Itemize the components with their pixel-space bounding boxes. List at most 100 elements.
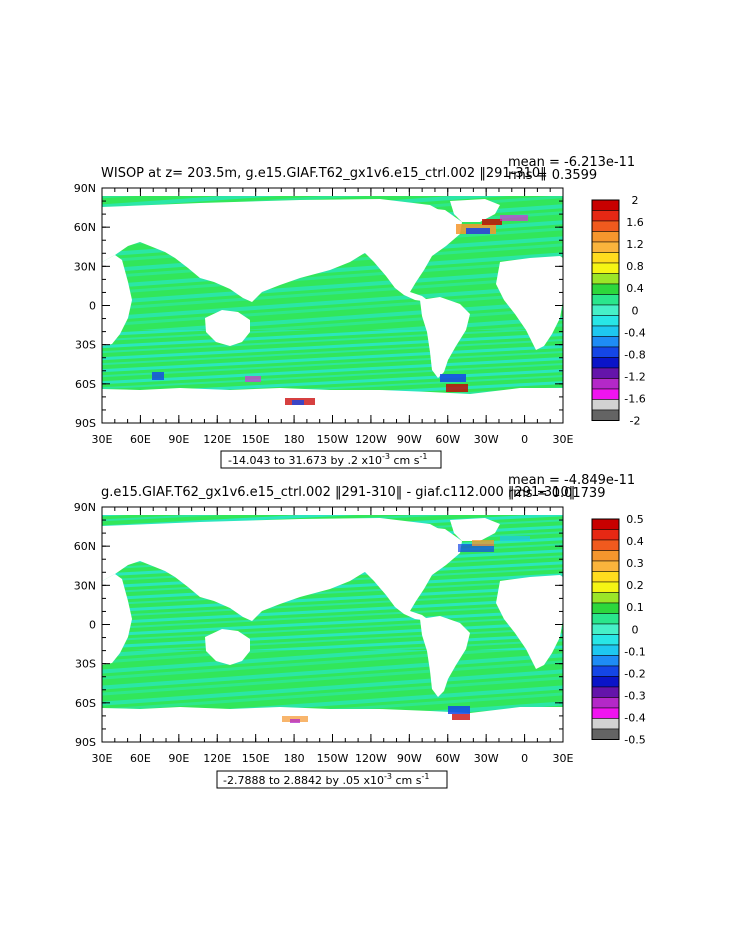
land-antarctica bbox=[102, 388, 563, 396]
lat-tick-label: 60N bbox=[74, 540, 96, 553]
land-australia bbox=[205, 310, 250, 346]
lon-tick-label: 60W bbox=[435, 433, 460, 446]
land-africa bbox=[102, 574, 132, 665]
lon-tick-label: 60E bbox=[130, 433, 151, 446]
axis-ticks bbox=[101, 506, 564, 743]
lon-tick-label: 150W bbox=[317, 433, 349, 446]
lon-tick-label: 150E bbox=[242, 752, 270, 765]
ocean-field-south bbox=[102, 330, 563, 396]
lon-tick-label: 30W bbox=[474, 752, 499, 765]
colorbar-swatch bbox=[591, 623, 620, 635]
lat-axis: 90N 60N 30N 0 30S 60S 90S bbox=[74, 182, 96, 430]
colorbar-label: 1.2 bbox=[626, 238, 644, 251]
land-north-america bbox=[325, 205, 462, 302]
lon-tick-label: 60E bbox=[130, 752, 151, 765]
colorbar-label: 0.4 bbox=[626, 282, 644, 295]
colorbar-label: -1.2 bbox=[624, 370, 645, 383]
colorbar-label: -0.2 bbox=[624, 667, 645, 680]
colorbar-swatch bbox=[591, 697, 620, 709]
colorbar-swatch bbox=[591, 592, 620, 604]
lat-tick-label: 30N bbox=[74, 260, 96, 273]
colorbar-swatch bbox=[591, 304, 620, 316]
mean-stat: mean = -6.213e-11 bbox=[508, 155, 635, 170]
svg-text:-14.043 to 31.673 by .2 x10-3: -14.043 to 31.673 by .2 x10-3 cm s-1 bbox=[228, 452, 427, 467]
colorbar-swatch bbox=[591, 560, 620, 572]
lon-tick-label: 90W bbox=[397, 433, 422, 446]
range-text: -14.043 to 31.673 by .2 x10 bbox=[228, 454, 382, 467]
colorbar-swatch bbox=[591, 252, 620, 264]
colorbar-label: 0.3 bbox=[626, 557, 644, 570]
colorbar-label: -0.5 bbox=[624, 734, 645, 747]
colorbar-label: -0.8 bbox=[624, 348, 645, 361]
rms-stat: rms = 0.3599 bbox=[508, 168, 597, 183]
colorbar-swatch bbox=[591, 367, 620, 379]
range-units: cm s bbox=[392, 774, 422, 787]
colorbar-label: 0 bbox=[632, 623, 639, 636]
colorbar-swatch bbox=[591, 378, 620, 390]
land-north-america bbox=[325, 524, 462, 621]
colorbar-swatch bbox=[591, 409, 620, 421]
hotspots bbox=[152, 215, 528, 405]
land-africa-east bbox=[496, 256, 563, 350]
lon-axis: 30E 60E 90E 120E 150E 180 150W 120W 90W 60W 30W 0 30… bbox=[92, 433, 574, 446]
land-greenland bbox=[450, 518, 500, 541]
colorbar-swatch bbox=[591, 241, 620, 253]
colorbar-swatch bbox=[591, 388, 620, 400]
lat-tick-label: 90N bbox=[74, 182, 96, 195]
land-africa-east bbox=[496, 575, 563, 669]
lon-tick-label: 30E bbox=[92, 433, 113, 446]
colorbar-swatch bbox=[591, 346, 620, 358]
land-antarctica bbox=[102, 707, 563, 715]
colorbar: 2 1.6 1.2 0.8 0.4 0 -0.4 -0.8 -1.2 -1.6 -2 bbox=[591, 194, 646, 428]
colorbar-swatch bbox=[591, 644, 620, 656]
colorbar-label: 1.6 bbox=[626, 216, 644, 229]
colorbar-label: -0.4 bbox=[624, 711, 645, 724]
range-box: -2.7888 to 2.8842 by .05 x10-3 cm s-1 bbox=[216, 770, 448, 789]
lon-tick-label: 120W bbox=[355, 752, 387, 765]
map-area bbox=[101, 187, 564, 424]
range-units-exponent: -1 bbox=[421, 772, 429, 781]
rms-stat: rms = 0.01739 bbox=[508, 486, 605, 501]
ocean-field-south bbox=[102, 650, 563, 716]
colorbar-label: 0.8 bbox=[626, 260, 644, 273]
lon-tick-label: 0 bbox=[521, 433, 528, 446]
land-south-america bbox=[420, 297, 470, 378]
colorbar-swatch bbox=[591, 325, 620, 337]
land-australia bbox=[205, 629, 250, 665]
colorbar-swatch bbox=[591, 399, 620, 411]
colorbar-swatch bbox=[591, 634, 620, 646]
colorbar-frame bbox=[591, 518, 620, 740]
colorbar-label: -0.4 bbox=[624, 326, 645, 339]
lon-tick-label: 90E bbox=[168, 752, 189, 765]
svg-text:-2.7888 to 2.8842 by .05 x10-3: -2.7888 to 2.8842 by .05 x10-3 cm s-1 bbox=[223, 772, 429, 787]
colorbar-swatch bbox=[591, 539, 620, 551]
land-greenland bbox=[450, 199, 500, 222]
lon-tick-label: 120W bbox=[355, 433, 387, 446]
colorbar-swatch bbox=[591, 262, 620, 274]
colorbar-swatch bbox=[591, 357, 620, 369]
colorbar-swatch bbox=[591, 602, 620, 614]
colorbar-swatch bbox=[591, 665, 620, 677]
colorbar-swatch bbox=[591, 220, 620, 232]
colorbar-swatch bbox=[591, 210, 620, 222]
colorbar-swatch bbox=[591, 294, 620, 306]
lon-tick-label: 90E bbox=[168, 433, 189, 446]
colorbar-label: 0.4 bbox=[626, 535, 644, 548]
panel-title: g.e15.GIAF.T62_gx1v6.e15_ctrl.002 ‖291-3… bbox=[101, 485, 575, 500]
land-south-america bbox=[420, 616, 470, 697]
lon-tick-label: 120E bbox=[203, 433, 231, 446]
colorbar-label: 0.2 bbox=[626, 579, 644, 592]
colorbar-swatch bbox=[591, 199, 620, 211]
lon-tick-label: 150W bbox=[317, 752, 349, 765]
range-units: cm s bbox=[390, 454, 420, 467]
colorbar-swatch bbox=[591, 613, 620, 625]
colorbar: 0.5 0.4 0.3 0.2 0.1 0 -0.1 -0.2 -0.3 -0.4 -0.5 bbox=[591, 513, 646, 747]
colorbar-label: 2 bbox=[632, 194, 639, 207]
colorbar-label: 0.1 bbox=[626, 601, 644, 614]
lat-tick-label: 90N bbox=[74, 501, 96, 514]
lon-tick-label: 120E bbox=[203, 752, 231, 765]
lat-tick-label: 0 bbox=[89, 619, 96, 632]
range-exponent: -3 bbox=[384, 772, 392, 781]
colorbar-label: -2 bbox=[630, 415, 641, 428]
